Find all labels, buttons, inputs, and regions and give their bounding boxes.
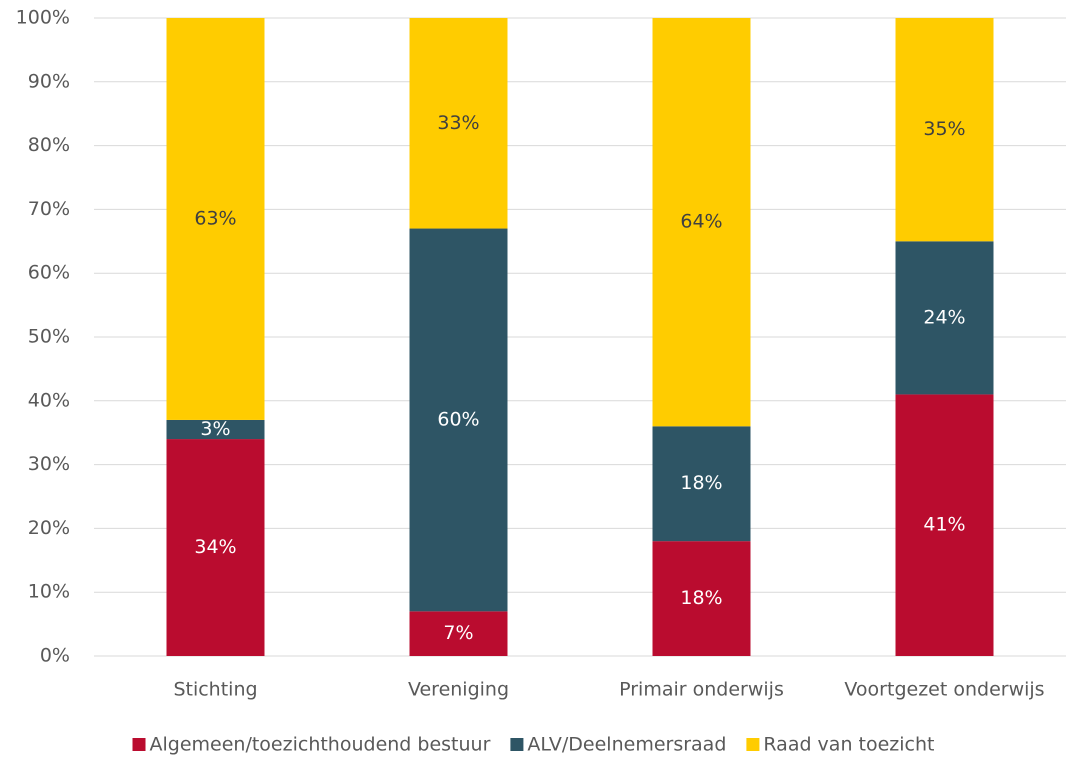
legend-label: Algemeen/toezichthoudend bestuur (150, 734, 491, 756)
data-label: 34% (194, 536, 236, 558)
x-tick-label: Stichting (173, 679, 257, 701)
y-tick-label: 90% (28, 70, 70, 92)
x-tick-label: Voortgezet onderwijs (844, 679, 1044, 701)
data-label: 35% (923, 118, 965, 140)
bar-segment (895, 241, 994, 395)
data-label: 64% (680, 211, 722, 233)
bar-segment (409, 228, 508, 612)
bar-segment (166, 18, 265, 420)
y-tick-label: 20% (28, 517, 70, 539)
y-tick-label: 60% (28, 262, 70, 284)
data-label: 41% (923, 514, 965, 536)
y-tick-label: 100% (16, 7, 70, 29)
bar-segment (895, 18, 994, 242)
data-label: 33% (437, 112, 479, 134)
bar-segment (652, 426, 751, 542)
bar-segment (166, 419, 265, 440)
legend-swatch (132, 738, 146, 751)
data-label: 60% (437, 408, 479, 430)
y-tick-label: 50% (28, 326, 70, 348)
data-label: 63% (194, 207, 236, 229)
bar-segment (409, 611, 508, 656)
legend-swatch (510, 738, 524, 751)
data-label: 24% (923, 306, 965, 328)
y-tick-label: 0% (40, 645, 70, 667)
data-label: 18% (680, 472, 722, 494)
legend-swatch (746, 738, 760, 751)
y-tick-label: 30% (28, 453, 70, 475)
legend-label: Raad van toezicht (763, 734, 934, 756)
bar-segment (166, 439, 265, 656)
y-tick-label: 10% (28, 581, 70, 603)
x-tick-label: Vereniging (408, 679, 509, 701)
bar-segment (652, 18, 751, 427)
legend-label: ALV/Deelnemersraad (527, 734, 726, 756)
y-tick-label: 80% (28, 134, 70, 156)
data-label: 7% (443, 622, 473, 644)
data-label: 3% (200, 418, 230, 440)
y-tick-label: 40% (28, 389, 70, 411)
x-tick-label: Primair onderwijs (619, 679, 784, 701)
bar-segment (652, 541, 751, 656)
bar-segment (409, 18, 508, 229)
data-label: 18% (680, 587, 722, 609)
bar-segment (895, 394, 994, 656)
y-tick-label: 70% (28, 198, 70, 220)
